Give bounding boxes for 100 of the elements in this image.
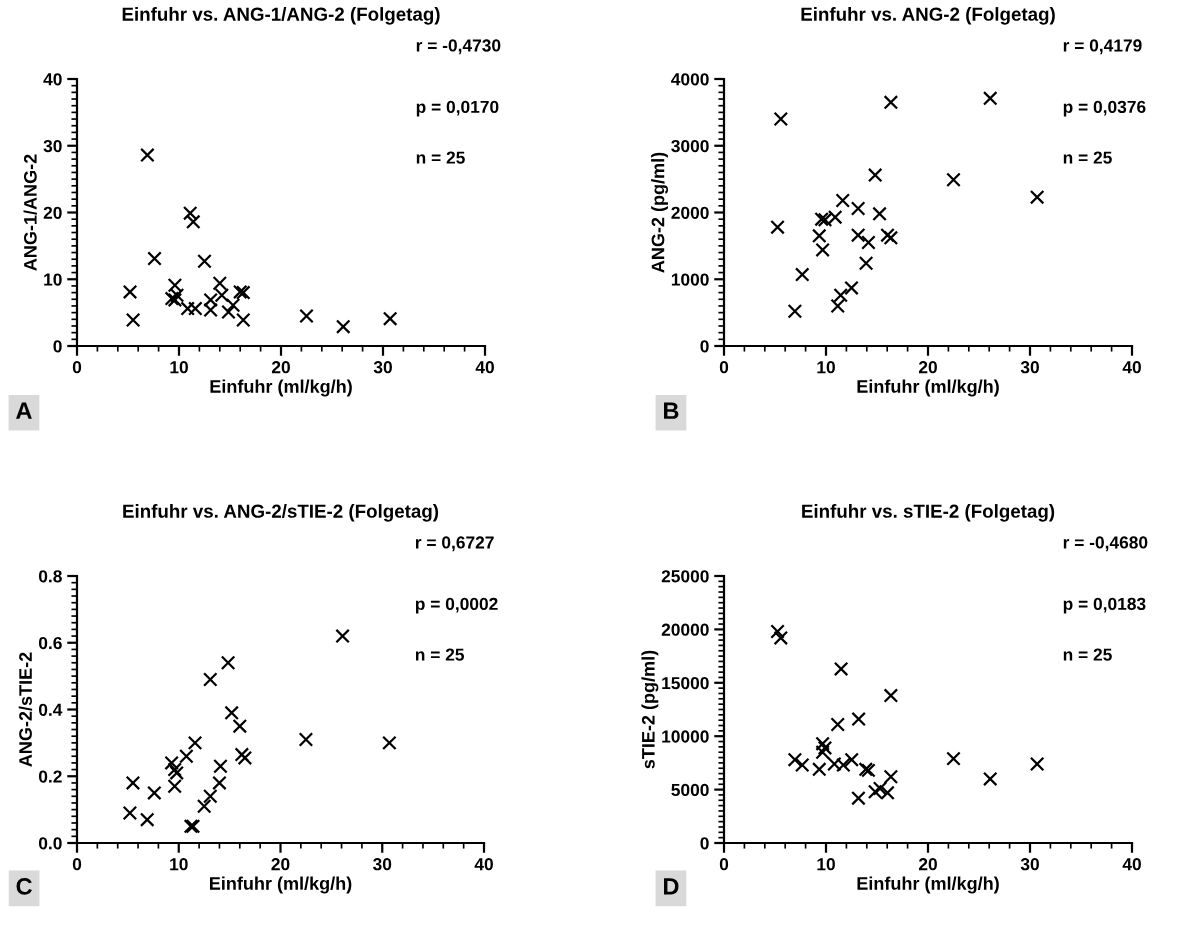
point bbox=[883, 769, 899, 785]
x-tick-label: 10 bbox=[817, 361, 835, 374]
point bbox=[858, 255, 874, 271]
point bbox=[851, 790, 866, 806]
x-tick-label: 0 bbox=[72, 858, 82, 871]
point bbox=[770, 219, 785, 235]
x-tick-label: 10 bbox=[170, 858, 188, 871]
point bbox=[212, 275, 228, 291]
point bbox=[185, 214, 201, 230]
point bbox=[140, 147, 155, 163]
point bbox=[299, 308, 314, 324]
x-tick-label: 30 bbox=[373, 361, 392, 374]
x-axis-title: Einfuhr (ml/kg/h) bbox=[857, 876, 999, 894]
y-tick-label: 15000 bbox=[662, 676, 709, 690]
point bbox=[298, 732, 314, 747]
x-tick-label: 40 bbox=[475, 361, 494, 374]
point bbox=[844, 752, 860, 768]
point bbox=[833, 661, 849, 677]
y-tick-label: 2000 bbox=[671, 206, 709, 219]
point bbox=[167, 762, 182, 777]
y-tick-label: 0.8 bbox=[38, 570, 62, 583]
x-tick-label: 20 bbox=[918, 361, 937, 374]
point bbox=[147, 251, 162, 266]
point bbox=[169, 765, 185, 781]
x-tick-label: 30 bbox=[1020, 361, 1039, 374]
text: B bbox=[664, 402, 679, 419]
y-tick-label: 0.2 bbox=[38, 770, 62, 783]
annotation: n = 25 bbox=[415, 648, 465, 661]
y-tick-label: 5000 bbox=[671, 783, 709, 797]
point bbox=[982, 771, 998, 787]
x-axis-title: Einfuhr (ml/kg/h) bbox=[210, 876, 352, 894]
point bbox=[335, 319, 351, 334]
y-tick-label: 0.4 bbox=[38, 703, 63, 716]
y-tick-label: 0 bbox=[53, 340, 62, 353]
chart-title: Einfuhr vs. sTIE-2 (Folgetag) bbox=[802, 504, 1055, 522]
x-tick-label: 40 bbox=[1122, 858, 1141, 871]
point bbox=[817, 740, 833, 756]
point bbox=[232, 718, 248, 734]
point bbox=[125, 775, 141, 791]
point bbox=[850, 201, 866, 216]
annotation: n = 25 bbox=[1063, 648, 1112, 661]
point bbox=[844, 280, 859, 296]
x-tick-label: 10 bbox=[817, 858, 835, 871]
text: r = 0,4179 bbox=[1063, 39, 1142, 55]
y-axis-title: ANG-2/sTIE-2 bbox=[18, 652, 33, 767]
point bbox=[214, 287, 230, 303]
x-tick-label: 20 bbox=[271, 361, 290, 374]
y-tick-label: 40 bbox=[43, 73, 62, 86]
y-tick-label: 4000 bbox=[671, 73, 709, 86]
point bbox=[872, 206, 887, 222]
y-tick-label: 0.6 bbox=[38, 636, 62, 650]
x-tick-label: 40 bbox=[474, 858, 493, 871]
y-axis-title: sTIE-2 (pg/ml) bbox=[641, 650, 659, 769]
point bbox=[815, 736, 830, 751]
point bbox=[182, 205, 198, 221]
y-tick-label: 0 bbox=[700, 340, 709, 353]
x-tick-label: 0 bbox=[719, 858, 729, 871]
point bbox=[835, 193, 851, 208]
point bbox=[850, 227, 866, 243]
point bbox=[787, 752, 803, 768]
point bbox=[167, 277, 183, 293]
point bbox=[237, 750, 253, 766]
point bbox=[225, 297, 241, 313]
point bbox=[982, 91, 998, 106]
point bbox=[213, 758, 228, 774]
point bbox=[880, 227, 895, 243]
y-tick-label: 30 bbox=[43, 139, 62, 153]
text: A bbox=[16, 402, 32, 419]
point bbox=[883, 230, 899, 246]
point bbox=[794, 267, 810, 282]
point bbox=[122, 284, 138, 300]
x-tick-label: 10 bbox=[170, 361, 188, 374]
point bbox=[382, 311, 398, 326]
point bbox=[180, 301, 195, 316]
point bbox=[770, 624, 785, 639]
point bbox=[234, 747, 250, 762]
annotation: p = 0,0002 bbox=[415, 597, 498, 614]
point bbox=[202, 788, 218, 804]
point bbox=[125, 312, 141, 328]
annotation: p = 0,0183 bbox=[1063, 597, 1146, 614]
chart-title: Einfuhr vs. ANG-2 (Folgetag) bbox=[801, 7, 1055, 25]
point bbox=[235, 312, 251, 328]
point bbox=[830, 717, 846, 732]
y-tick-label: 3000 bbox=[671, 139, 709, 153]
point bbox=[335, 628, 350, 644]
annotation: n = 25 bbox=[416, 151, 465, 164]
y-axis-title: ANG-1/ANG-2 bbox=[23, 154, 37, 271]
text: r = -0,4680 bbox=[1063, 536, 1148, 552]
point bbox=[197, 253, 212, 269]
point bbox=[794, 757, 810, 773]
point bbox=[139, 812, 155, 827]
point bbox=[122, 805, 138, 821]
y-tick-label: 20 bbox=[43, 206, 62, 219]
x-tick-label: 20 bbox=[918, 858, 937, 871]
point bbox=[811, 228, 827, 244]
point bbox=[382, 735, 397, 751]
x-tick-label: 0 bbox=[72, 361, 82, 374]
point bbox=[220, 655, 236, 671]
y-tick-label: 1000 bbox=[671, 273, 709, 286]
point bbox=[811, 761, 827, 777]
